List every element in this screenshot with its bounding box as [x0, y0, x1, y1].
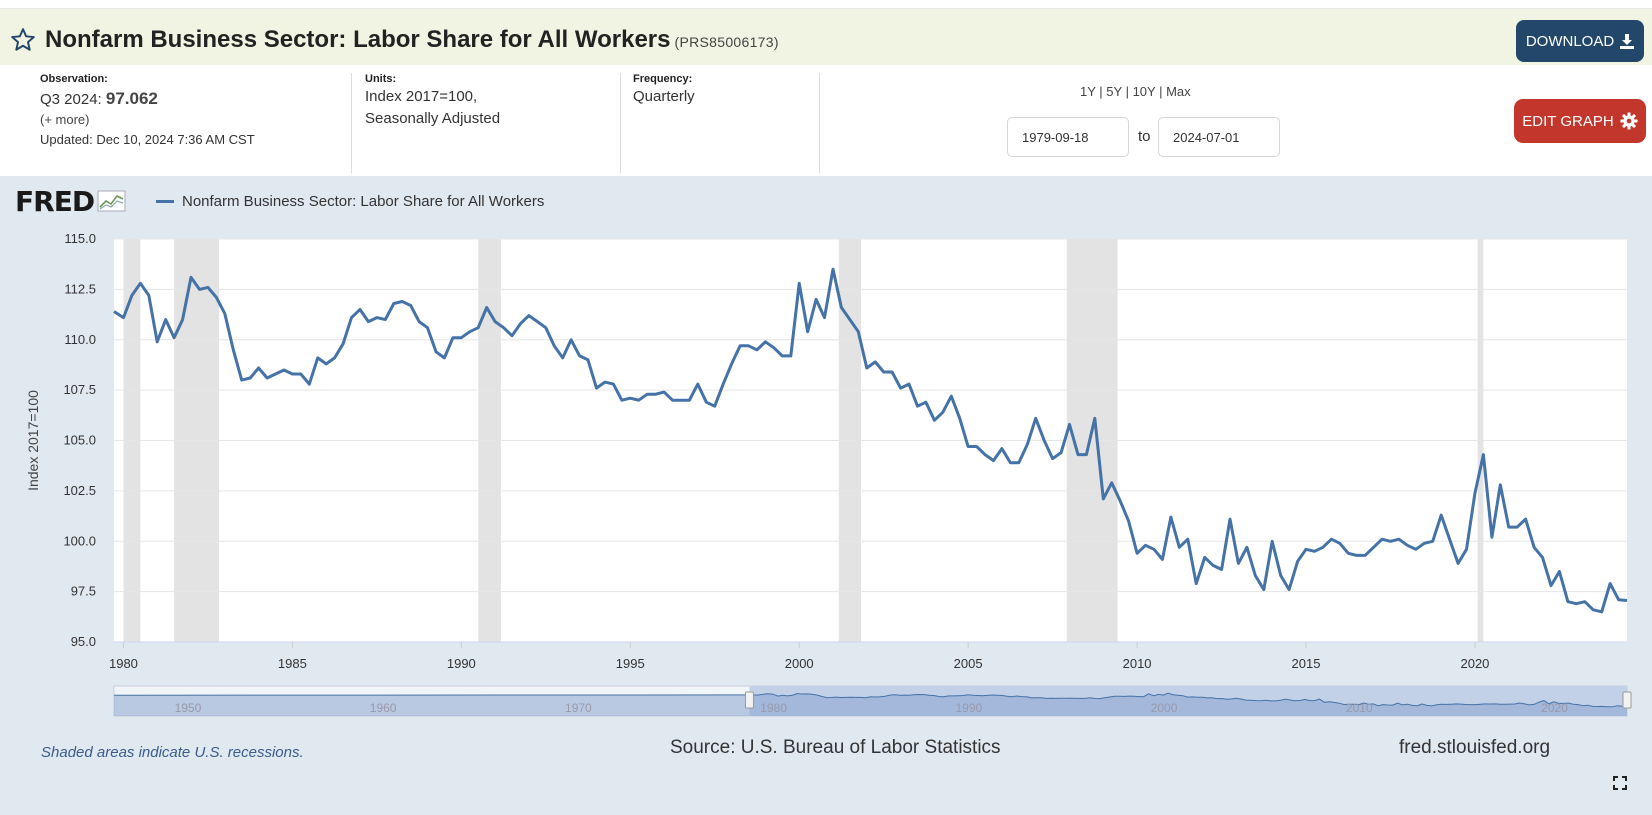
navigator-area	[114, 693, 1627, 716]
x-tick-label: 1995	[616, 656, 645, 671]
divider	[351, 73, 352, 173]
units-line2: Seasonally Adjusted	[365, 110, 501, 127]
end-date-input[interactable]: 2024-07-01	[1158, 117, 1280, 157]
series-code: (PRS85006173)	[674, 34, 779, 50]
edit-graph-button[interactable]: EDIT GRAPH	[1514, 99, 1646, 143]
navigator-label: 2000	[1151, 701, 1178, 715]
page-title: Nonfarm Business Sector: Labor Share for…	[45, 26, 779, 54]
download-label: DOWNLOAD	[1525, 32, 1615, 50]
start-date-input[interactable]: 1979-09-18	[1007, 117, 1129, 157]
line-chart[interactable]: 95.0 97.5 100.0 102.5 105.0 107.5 110.0 112.5 11…	[0, 176, 1652, 736]
y-tick-label: 107.5	[63, 382, 96, 397]
x-tick-label: 2005	[954, 656, 983, 671]
observation-block: Observation: Q3 2024: 97.062 (+ more) Up…	[40, 73, 255, 147]
x-tick-label: 1985	[278, 656, 307, 671]
divider	[620, 73, 621, 173]
y-tick-label: 100.0	[63, 533, 96, 548]
top-strip	[0, 0, 1652, 9]
observation-label: Observation:	[40, 73, 108, 85]
units-line1: Index 2017=100,	[365, 88, 478, 105]
y-tick-label: 112.5	[64, 281, 96, 296]
navigator-label: 2010	[1346, 701, 1373, 715]
navigator-handle[interactable]	[744, 691, 754, 709]
updated-value: Dec 10, 2024 7:36 AM CST	[96, 132, 255, 147]
fred-logo: FRED	[15, 185, 127, 218]
to-label: to	[1138, 128, 1151, 145]
y-tick-label: 115.0	[64, 231, 96, 246]
range-max[interactable]: Max	[1166, 84, 1191, 99]
y-tick-label: 105.0	[63, 433, 96, 448]
navigator-label: 1970	[565, 701, 592, 715]
units-block: Units: Index 2017=100, Seasonally Adjust…	[365, 73, 500, 130]
divider	[819, 73, 820, 173]
site-url[interactable]: fred.stlouisfed.org	[1399, 737, 1551, 758]
x-tick-label: 1980	[109, 656, 138, 671]
x-tick-label: 1990	[447, 656, 476, 671]
download-icon	[1620, 33, 1635, 49]
y-tick-label: 97.5	[71, 584, 96, 599]
navigator-line	[113, 692, 1628, 708]
y-tick-label: 95.0	[71, 634, 96, 649]
legend-label: Nonfarm Business Sector: Labor Share for…	[182, 193, 545, 210]
navigator-label: 1960	[370, 701, 397, 715]
navigator-handle[interactable]	[1622, 691, 1632, 709]
source-label: Source: U.S. Bureau of Labor Statistics	[670, 737, 1001, 758]
x-tick-label: 2020	[1460, 656, 1489, 671]
frequency-block: Frequency: Quarterly	[633, 73, 695, 108]
frequency-value: Quarterly	[633, 88, 695, 105]
fullscreen-icon[interactable]	[1613, 776, 1627, 790]
title-bar: Nonfarm Business Sector: Labor Share for…	[0, 9, 1652, 65]
gear-icon	[1620, 112, 1638, 130]
y-tick-label: 110.0	[64, 332, 96, 347]
star-icon[interactable]	[10, 27, 36, 53]
fred-chart-icon	[97, 190, 126, 212]
navigator-label: 1990	[955, 701, 982, 715]
x-tick-label: 2015	[1292, 656, 1321, 671]
range-links: 1Y | 5Y | 10Y | Max	[1080, 84, 1191, 99]
observation-period: Q3 2024:	[40, 91, 102, 108]
frequency-label: Frequency:	[633, 73, 693, 85]
more-link[interactable]: (+ more)	[40, 112, 90, 127]
navigator-label: 1950	[175, 701, 202, 715]
download-button[interactable]: DOWNLOAD	[1516, 20, 1644, 62]
series-title: Nonfarm Business Sector: Labor Share for…	[45, 26, 671, 53]
navigator-label: 2020	[1541, 701, 1568, 715]
updated-label: Updated:	[40, 132, 93, 147]
series-line[interactable]	[113, 267, 1628, 614]
x-tick-label: 2000	[785, 656, 814, 671]
range-1y[interactable]: 1Y	[1080, 84, 1096, 99]
range-5y[interactable]: 5Y	[1106, 84, 1122, 99]
x-tick-label: 2010	[1123, 656, 1152, 671]
navigator-label: 1980	[760, 701, 787, 715]
y-tick-label: 102.5	[63, 483, 96, 498]
observation-value: 97.062	[105, 89, 158, 108]
units-label: Units:	[365, 73, 397, 85]
range-10y[interactable]: 10Y	[1132, 84, 1156, 99]
legend-swatch	[156, 200, 174, 203]
edit-graph-label: EDIT GRAPH	[1522, 112, 1614, 130]
y-axis-title: Index 2017=100	[25, 390, 41, 491]
recession-note: Shaded areas indicate U.S. recessions.	[41, 744, 304, 761]
